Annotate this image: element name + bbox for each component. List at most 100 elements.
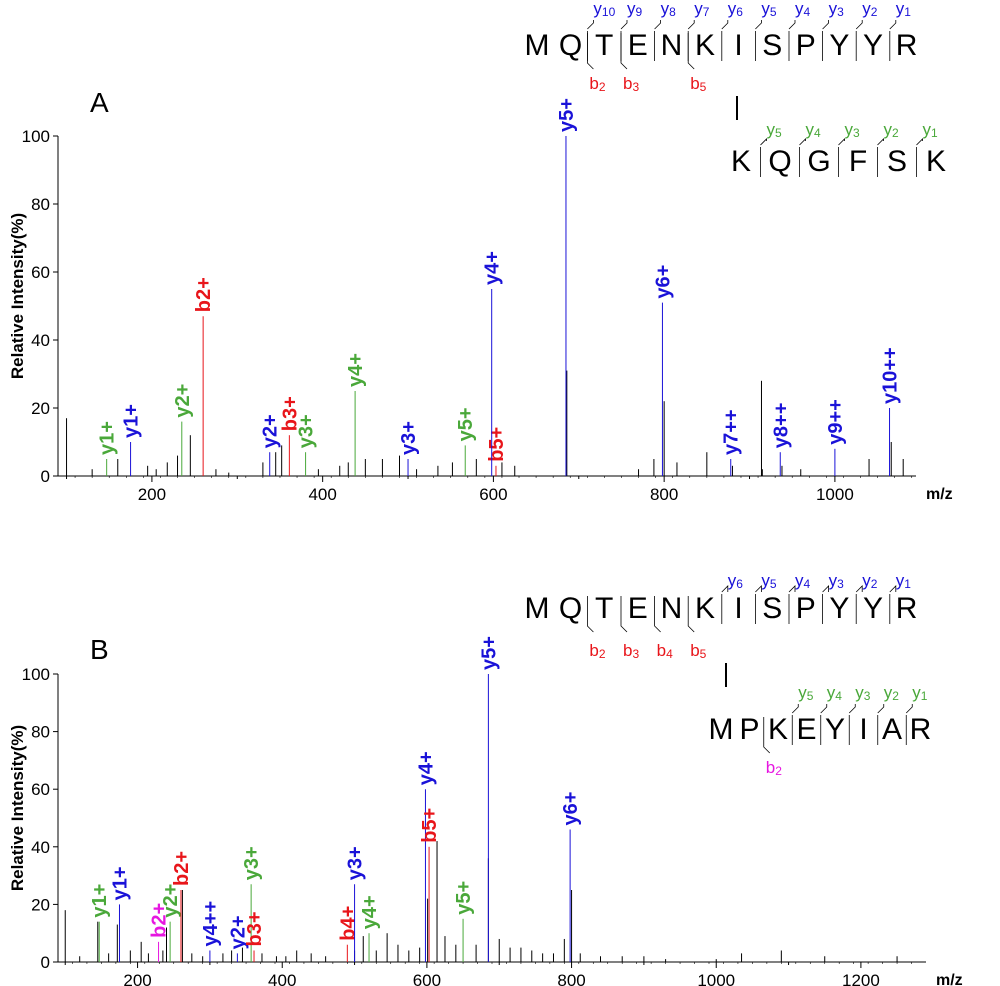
- fragment-index: 2: [892, 126, 899, 140]
- fragment-name: y: [912, 683, 921, 702]
- residue: G: [807, 145, 830, 178]
- fragment-index: 3: [632, 647, 639, 661]
- peak-label: y5+: [556, 98, 578, 132]
- fragment-name: y: [795, 0, 804, 18]
- fragment-name: y: [855, 683, 864, 702]
- peak-label: y9++: [825, 399, 847, 445]
- b-fragment-label: b4: [657, 641, 673, 661]
- residue: R: [896, 592, 918, 625]
- fragment-name: y: [627, 0, 636, 18]
- residue: Y: [829, 592, 849, 625]
- y-fragment-label: y6: [728, 571, 744, 591]
- peak-label: y4+: [415, 751, 437, 785]
- panel-label: B: [90, 634, 109, 665]
- fragment-index: 4: [814, 126, 821, 140]
- y-fragment-marker: [721, 585, 729, 593]
- residue: Q: [768, 145, 791, 178]
- fragment-name: y: [862, 571, 871, 590]
- peak-label: y3+: [398, 421, 420, 455]
- peak-label: y1+: [89, 884, 111, 918]
- panel-a: 0 20 40 60 80 100 200 400 600 800 1000 m/z Relative …: [8, 0, 953, 504]
- y-fragment-marker: [755, 585, 762, 593]
- residue: E: [796, 713, 816, 746]
- fragment-index: 6: [736, 577, 743, 591]
- fragment-name: b: [690, 74, 699, 93]
- y-fragment-marker: [889, 585, 897, 593]
- fragment-index: 1: [921, 689, 928, 703]
- residue: F: [849, 145, 867, 178]
- b-fragment-label: b2: [766, 758, 782, 778]
- y-fragment-marker: [755, 20, 762, 30]
- b-fragment-label: b3: [623, 74, 639, 94]
- residue: E: [628, 592, 648, 625]
- y-fragment-label: y3: [845, 120, 861, 140]
- peak-label: y1+: [97, 421, 119, 455]
- fragment-name: y: [923, 120, 932, 139]
- y-axis-label: Relative Intensity(%): [8, 213, 27, 379]
- fragment-name: y: [728, 0, 737, 18]
- peptide-beta: K Q G F S Ky5 y4 y3 y2 y1: [731, 120, 946, 178]
- fragment-name: y: [845, 120, 854, 139]
- residue: I: [734, 29, 742, 62]
- peak-label: y10++: [880, 347, 902, 404]
- peak-label: y5+: [478, 636, 500, 670]
- y-fragment-label: y5: [761, 0, 777, 19]
- y-fragment-label: y3: [829, 0, 845, 19]
- residue: P: [739, 713, 759, 746]
- residue: K: [731, 145, 751, 178]
- fragment-index: 10: [602, 5, 616, 19]
- y-tick-label: 80: [31, 723, 50, 742]
- y-fragment-marker: [620, 20, 628, 30]
- panel-b: 0 20 40 60 80 100 200 400 600 800 1000 1200 m/z Relat…: [8, 571, 963, 986]
- y-fragment-label: y1: [896, 571, 912, 591]
- peak-label: y6+: [560, 792, 582, 826]
- fragment-index: 5: [775, 126, 782, 140]
- fragment-index: 2: [599, 80, 606, 94]
- peak-label: y4+: [359, 895, 381, 929]
- peak-label: y4+: [345, 353, 367, 387]
- residue: M: [525, 592, 550, 625]
- residue: Y: [863, 592, 883, 625]
- residue: M: [525, 29, 550, 62]
- fragment-index: 2: [775, 764, 782, 778]
- y-fragment-marker: [877, 704, 885, 714]
- fragment-index: 4: [835, 689, 842, 703]
- peak-label: y3+: [296, 414, 318, 448]
- fragment-index: 9: [636, 5, 643, 19]
- peak-label: y5+: [453, 881, 475, 915]
- residue: K: [695, 29, 715, 62]
- fragment-name: y: [795, 571, 804, 590]
- y-axis-label: Relative Intensity(%): [8, 725, 27, 891]
- y-fragment-label: y2: [862, 0, 878, 19]
- x-axis-label: m/z: [926, 486, 953, 503]
- y-fragment-label: y8: [661, 0, 677, 19]
- fragment-index: 7: [703, 5, 710, 19]
- y-fragment-marker: [848, 704, 856, 714]
- fragment-index: 4: [804, 5, 811, 19]
- residue: M: [709, 713, 734, 746]
- y-fragment-label: y2: [884, 683, 900, 703]
- residue: I: [859, 713, 867, 746]
- y-fragment-label: y4: [827, 683, 843, 703]
- x-tick-label: 400: [308, 485, 336, 504]
- fragment-name: y: [593, 0, 602, 18]
- residue: K: [926, 145, 946, 178]
- y-tick-label: 20: [31, 399, 50, 418]
- fragment-index: 2: [892, 689, 899, 703]
- x-tick-label: 1000: [697, 971, 735, 986]
- x-tick-label: 800: [557, 971, 585, 986]
- fragment-name: y: [896, 571, 905, 590]
- fragment-index: 8: [669, 5, 676, 19]
- y-fragment-marker: [654, 20, 661, 30]
- x-tick-label: 400: [268, 971, 296, 986]
- peak-label: y8++: [770, 403, 792, 449]
- fragment-index: 1: [931, 126, 938, 140]
- y-fragment-label: y9: [627, 0, 643, 19]
- peak-label: y7++: [721, 409, 743, 455]
- fragment-index: 5: [770, 577, 777, 591]
- y-fragment-marker: [889, 20, 897, 30]
- residue: Y: [825, 713, 845, 746]
- y-fragment-label: y2: [862, 571, 878, 591]
